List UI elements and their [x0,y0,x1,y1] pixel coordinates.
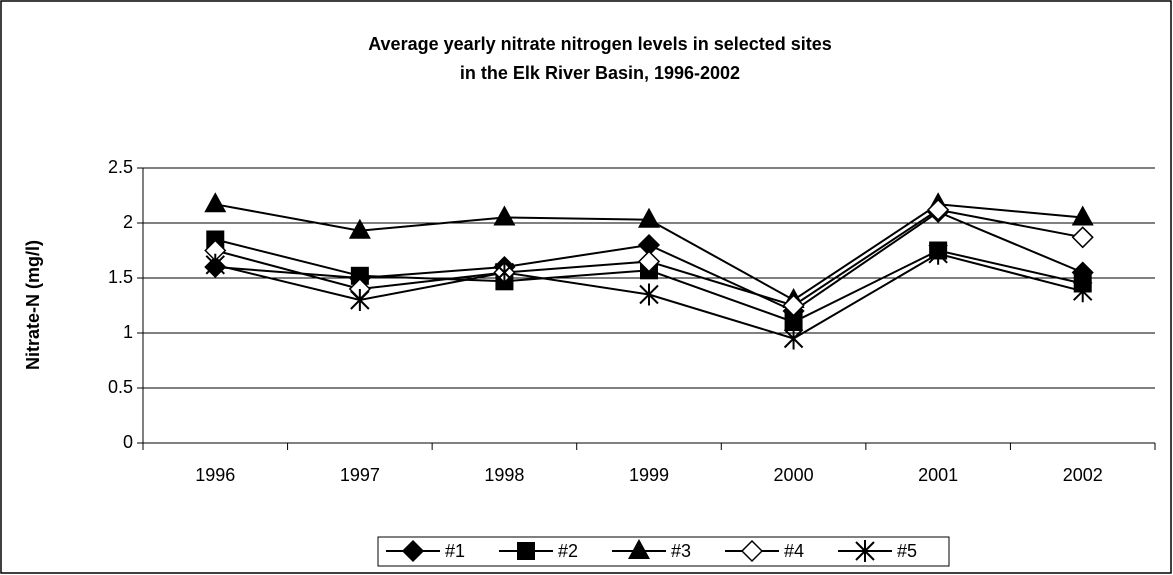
marker [639,283,659,306]
x-tick-label: 1996 [195,465,235,485]
marker [637,250,661,273]
marker [401,539,425,563]
x-tick-label: 2000 [774,465,814,485]
legend-label: #1 [445,541,465,561]
x-tick-label: 1999 [629,465,669,485]
chart-title: Average yearly nitrate nitrogen levels i… [368,34,832,54]
y-tick-label: 1.5 [108,267,133,287]
x-tick-label: 2002 [1063,465,1103,485]
marker [205,253,225,276]
y-axis-label: Nitrate-N (mg/l) [23,240,43,370]
y-tick-label: 1 [123,322,133,342]
legend-label: #4 [784,541,804,561]
y-tick-label: 0.5 [108,377,133,397]
y-tick-label: 2 [123,212,133,232]
marker [493,205,516,226]
marker [784,313,803,331]
x-tick-label: 2001 [918,465,958,485]
marker [1071,205,1094,226]
chart-title: in the Elk River Basin, 1996-2002 [460,63,740,83]
marker [1071,226,1094,249]
legend-label: #3 [671,541,691,561]
y-tick-label: 0 [123,432,133,452]
legend-label: #5 [897,541,917,561]
x-tick-label: 1998 [484,465,524,485]
marker [204,192,227,213]
y-tick-label: 2.5 [108,157,133,177]
marker [782,294,805,317]
marker [783,327,804,350]
marker [928,242,948,265]
marker [517,542,535,560]
marker [638,207,660,228]
marker [350,266,369,285]
marker [494,261,515,284]
marker [628,539,650,559]
marker [1073,280,1093,303]
marker [348,218,371,239]
marker [350,289,370,311]
marker [740,539,764,563]
legend-label: #2 [558,541,578,561]
marker [855,540,875,562]
marker [927,198,950,221]
x-tick-label: 1997 [340,465,380,485]
